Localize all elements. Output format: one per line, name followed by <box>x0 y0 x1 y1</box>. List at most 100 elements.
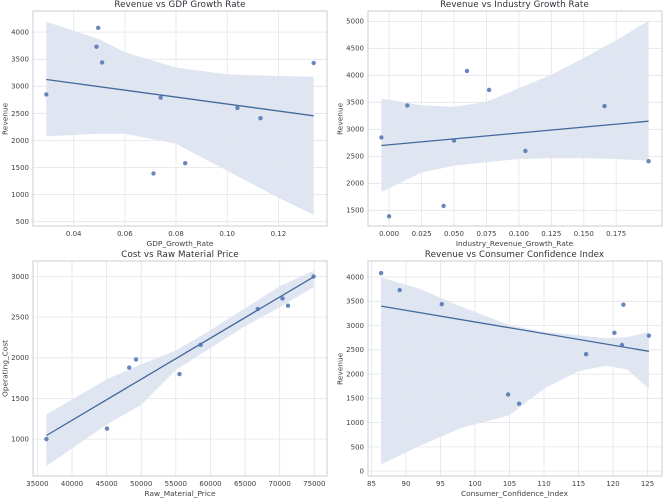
data-point <box>451 138 456 143</box>
svg-text:1500: 1500 <box>11 164 29 172</box>
svg-text:85: 85 <box>367 480 376 488</box>
svg-text:110: 110 <box>537 480 550 488</box>
svg-text:0.08: 0.08 <box>168 230 184 238</box>
svg-text:120: 120 <box>606 480 619 488</box>
x-tick-labels: 0.04 0.06 0.08 0.10 0.12 <box>66 230 286 238</box>
svg-text:0.06: 0.06 <box>117 230 133 238</box>
data-point <box>464 68 469 74</box>
svg-text:45000: 45000 <box>95 480 117 488</box>
data-point <box>378 270 383 276</box>
svg-text:2000: 2000 <box>346 371 364 379</box>
svg-text:2500: 2500 <box>11 314 29 322</box>
regression-line <box>380 120 649 147</box>
svg-text:4000: 4000 <box>11 29 29 37</box>
svg-text:2500: 2500 <box>11 110 29 118</box>
svg-text:500: 500 <box>16 218 29 226</box>
y-tick-labels: 1500 2000 2500 3000 3500 4000 4500 5000 <box>346 18 364 215</box>
grid-lines <box>33 11 327 226</box>
data-point <box>611 330 617 335</box>
data-point <box>646 333 651 338</box>
data-point <box>255 306 260 312</box>
svg-text:3000: 3000 <box>346 126 364 134</box>
data-point <box>177 371 182 377</box>
plot-background <box>367 11 662 226</box>
confidence-band <box>46 21 314 215</box>
subplot-cost-vs-raw-material-price: Cost vs Raw Material Price Operating_Cos… <box>0 250 335 500</box>
data-point <box>439 302 444 307</box>
chart-title: Revenue vs Industry Growth Rate <box>440 0 589 10</box>
data-point <box>44 436 49 442</box>
x-tick-labels: 35000 40000 45000 50000 55000 60000 65000 70000… <box>26 480 325 488</box>
data-point <box>397 287 402 293</box>
plot-area: 1000 1500 2000 2500 3000 35000 40000 45000 50000… <box>0 250 335 500</box>
svg-text:70000: 70000 <box>269 480 291 488</box>
svg-text:95: 95 <box>436 480 445 488</box>
y-tick-labels: 1000 1500 2000 2500 3000 <box>11 273 29 444</box>
x-tick-labels: 85 90 95 100 105 110 115 120 125 <box>367 480 654 488</box>
data-point <box>486 87 491 93</box>
svg-text:125: 125 <box>640 480 653 488</box>
x-axis-label: Raw_Material_Price <box>144 489 216 498</box>
svg-text:4000: 4000 <box>346 273 364 281</box>
data-point <box>386 214 391 219</box>
chart-title: Cost vs Raw Material Price <box>121 250 239 260</box>
data-point <box>99 60 105 65</box>
svg-text:100: 100 <box>468 480 481 488</box>
data-point <box>44 92 49 97</box>
data-point <box>645 159 651 164</box>
svg-text:2000: 2000 <box>11 137 29 145</box>
data-point <box>151 171 156 176</box>
plot-area: 500 1000 1500 2000 2500 3000 3500 4000 0.04 0.06 0… <box>0 0 335 250</box>
regression-line <box>46 276 314 437</box>
svg-text:60000: 60000 <box>199 480 221 488</box>
data-point <box>94 44 99 49</box>
data-point <box>601 103 607 109</box>
y-tick-labels: 500 1000 1500 2000 2500 3000 3500 4000 <box>11 29 29 227</box>
y-tick-labels: 0 500 1000 1500 2000 2500 3000 3500 4000 <box>346 273 364 475</box>
plot-area: 1500 2000 2500 3000 3500 4000 4500 5000 0.000 0.0… <box>335 0 669 250</box>
data-points <box>378 270 651 406</box>
svg-text:1000: 1000 <box>11 191 29 199</box>
data-point <box>285 303 291 308</box>
svg-text:0.075: 0.075 <box>476 230 496 238</box>
x-tick-labels: 0.000 0.025 0.050 0.075 0.100 0.125 0.150 0.175 <box>379 230 626 238</box>
regression-line <box>46 78 314 117</box>
svg-text:2000: 2000 <box>11 354 29 362</box>
svg-text:500: 500 <box>350 443 363 451</box>
svg-text:50000: 50000 <box>130 480 152 488</box>
data-point <box>505 392 510 397</box>
data-point <box>404 103 409 108</box>
svg-text:1000: 1000 <box>346 419 364 427</box>
svg-text:40000: 40000 <box>61 480 83 488</box>
grid-lines <box>33 261 327 476</box>
data-point <box>104 426 110 431</box>
scatter-plot-canvas: 1000 1500 2000 2500 3000 35000 40000 45000 50000… <box>11 260 328 488</box>
plot-background <box>33 261 327 476</box>
scatter-plot-canvas: 0 500 1000 1500 2000 2500 3000 3500 4000 85 90 95 10… <box>346 260 662 488</box>
svg-text:55000: 55000 <box>165 480 187 488</box>
data-point <box>235 105 240 111</box>
subplot-revenue-vs-gdp-growth: Revenue vs GDP Growth Rate Revenue 500 10… <box>0 0 335 250</box>
subplot-revenue-vs-consumer-confidence: Revenue vs Consumer Confidence Index Rev… <box>335 250 669 500</box>
svg-text:1500: 1500 <box>346 207 364 215</box>
chart-title: Revenue vs Consumer Confidence Index <box>424 250 605 260</box>
data-point <box>311 274 316 279</box>
svg-text:2000: 2000 <box>346 180 364 188</box>
data-point <box>522 148 528 154</box>
data-point <box>378 135 384 140</box>
svg-text:3500: 3500 <box>346 298 364 306</box>
data-point <box>440 203 446 209</box>
regression-line <box>380 305 649 352</box>
svg-text:3000: 3000 <box>346 322 364 330</box>
axes-spines <box>367 10 662 227</box>
data-point <box>127 365 132 370</box>
svg-text:3000: 3000 <box>11 273 29 281</box>
data-point <box>311 60 316 66</box>
data-point <box>280 296 285 301</box>
axes-spines <box>32 10 328 227</box>
svg-text:0.050: 0.050 <box>443 230 463 238</box>
svg-text:2500: 2500 <box>346 346 364 354</box>
